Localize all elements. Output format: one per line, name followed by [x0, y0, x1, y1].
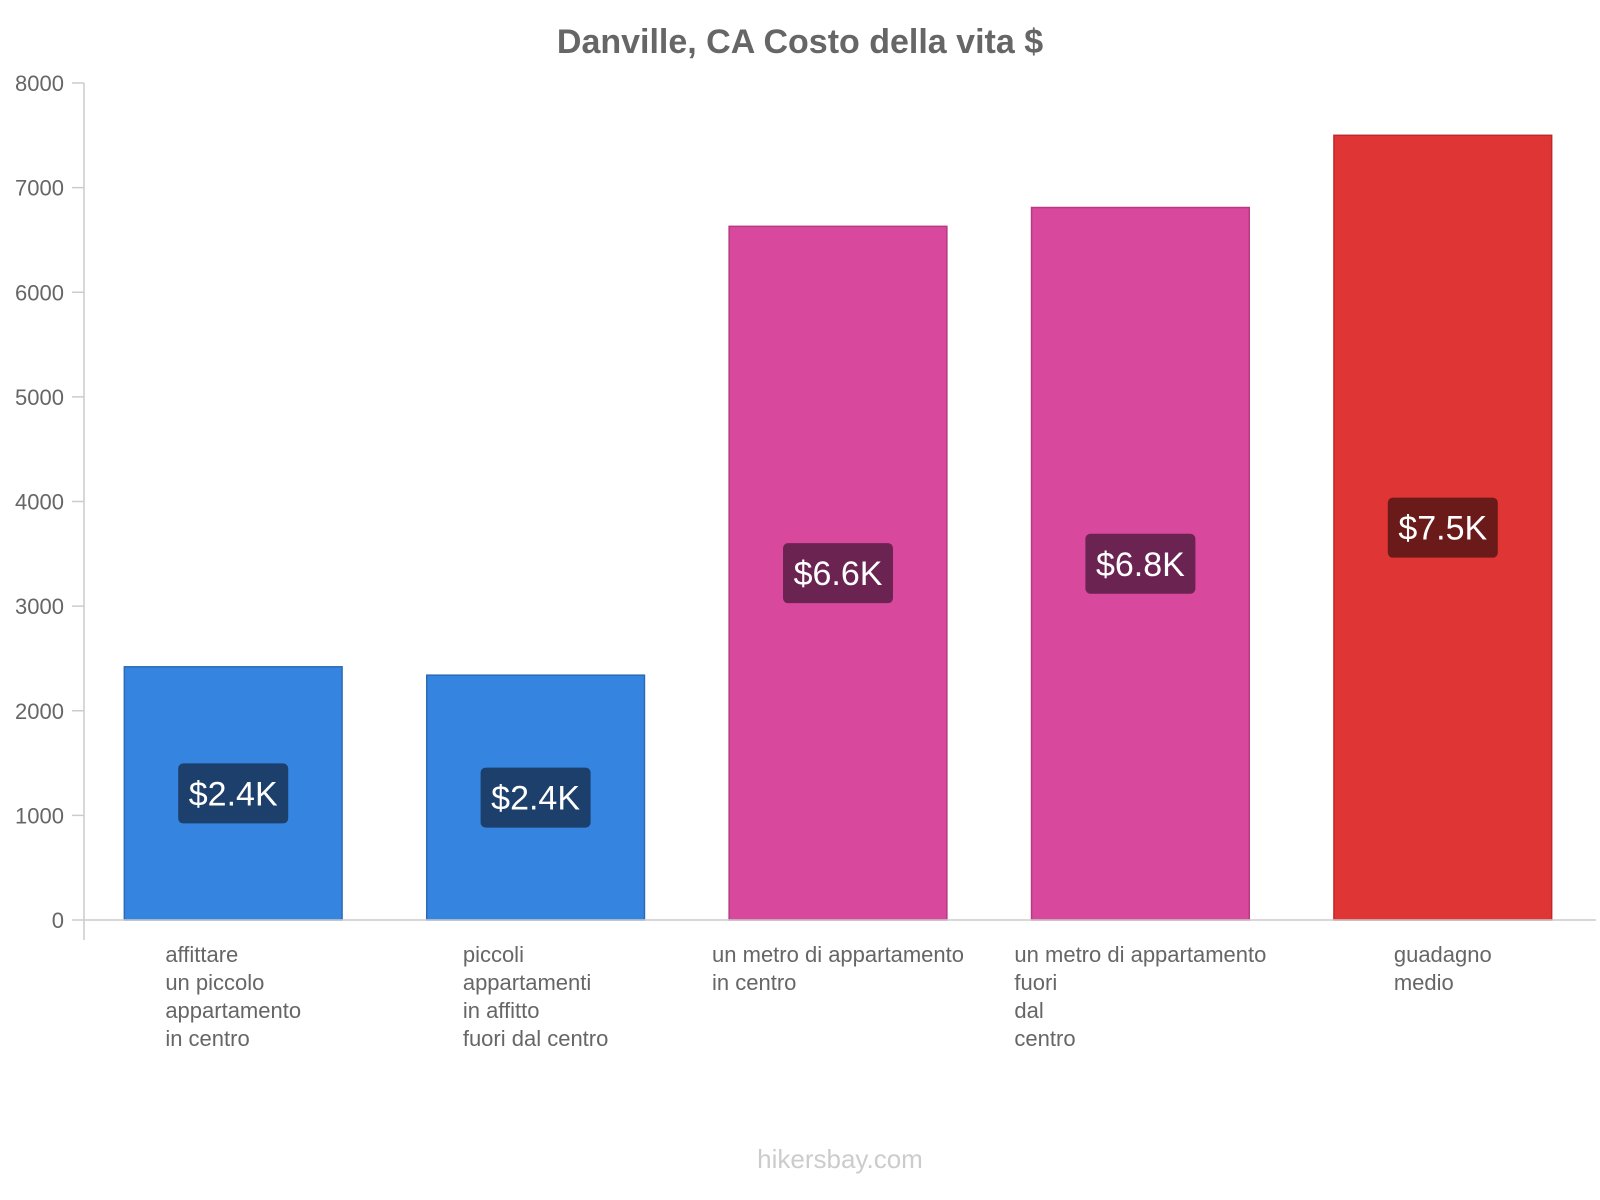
- y-tick-label: 5000: [15, 385, 64, 410]
- x-tick-label: piccoli appartamenti in affitto fuori dal c…: [463, 942, 609, 1051]
- footer-watermark: hikersbay.com: [757, 1144, 923, 1174]
- y-tick-label: 4000: [15, 490, 64, 515]
- y-tick-label: 1000: [15, 803, 64, 828]
- x-tick-label: guadagno medio: [1394, 942, 1492, 995]
- y-tick-label: 6000: [15, 280, 64, 305]
- y-tick-label: 3000: [15, 594, 64, 619]
- x-tick-label: affittare un piccolo appartamento in centro: [165, 942, 301, 1051]
- data-label: $2.4K: [189, 775, 278, 813]
- y-axis: 0 1000 2000 3000 4000 5000 6000 7000 8000: [15, 71, 85, 940]
- y-tick-label: 2000: [15, 699, 64, 724]
- data-label: $6.6K: [794, 555, 883, 593]
- y-tick-label: 7000: [15, 176, 64, 201]
- data-labels: $2.4K $2.4K $6.6K $6.8K $7.5K: [178, 497, 1498, 828]
- bars: [123, 134, 1553, 921]
- chart-title: Danville, CA Costo della vita $: [557, 23, 1043, 61]
- y-tick-label: 0: [52, 908, 64, 933]
- data-label-box: [1085, 533, 1196, 594]
- data-label: $6.8K: [1096, 546, 1185, 584]
- x-axis: affittare un piccolo appartamento in centro…: [84, 919, 1596, 1051]
- data-label-box: [178, 763, 289, 824]
- x-tick-label: un metro di appartamento in centro: [712, 942, 964, 995]
- data-label-box: [480, 767, 591, 828]
- data-label-box: [1387, 497, 1498, 558]
- data-label: $7.5K: [1398, 510, 1487, 548]
- data-label-box: [783, 543, 893, 604]
- y-tick-label: 8000: [15, 71, 64, 96]
- x-tick-label: un metro di appartamento fuori dal centro: [1014, 942, 1266, 1051]
- data-label: $2.4K: [491, 780, 580, 818]
